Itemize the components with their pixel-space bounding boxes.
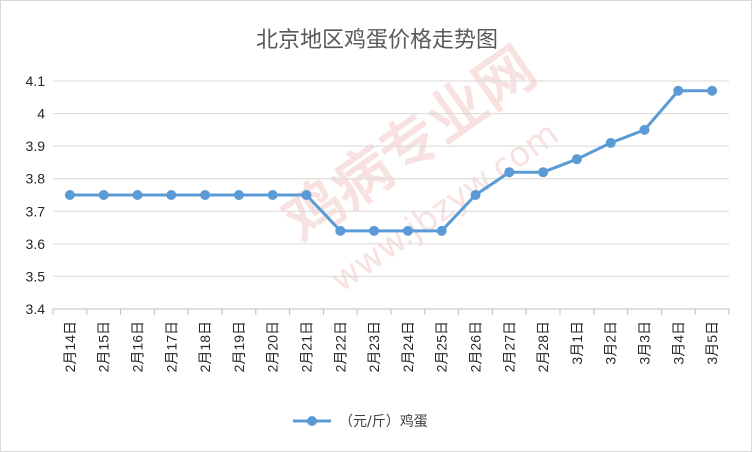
data-point [639,124,650,135]
x-tick-label: 3月1日 [569,321,585,365]
x-tick-label: 2月19日 [231,321,247,372]
x-tick-label: 2月16日 [130,321,146,372]
x-tick-label: 3月2日 [603,321,619,365]
data-point [335,225,346,236]
y-axis: 3.4 3.5 3.6 3.7 3.8 3.9 4 4.1 [26,73,46,317]
x-tick-label: 2月28日 [535,321,551,372]
y-tick-label: 3.5 [26,268,46,284]
gridlines [53,80,729,310]
data-point [707,85,718,96]
data-point [436,225,447,236]
data-point [301,190,312,200]
data-point [98,190,109,200]
y-tick-label: 4 [37,106,45,122]
x-axis: 2月14日 2月15日 2月16日 2月17日 2月18日 2月19日 2月20日 2月21日… [52,309,730,372]
legend-point-marker [307,416,317,426]
x-tick-label: 2月15日 [96,321,112,372]
data-point [369,225,380,236]
data-point [166,190,177,200]
chart-title: 北京地区鸡蛋价格走势图 [256,28,498,53]
x-tick-label: 2月24日 [400,321,416,372]
x-tick-label: 2月25日 [434,321,450,372]
y-tick-label: 3.6 [26,236,46,252]
data-point [571,154,582,165]
data-point [267,190,278,200]
x-tick-label: 2月17日 [163,321,179,372]
data-point [504,167,515,178]
x-tick-label: 2月22日 [332,321,348,372]
data-point [470,190,481,200]
data-point [233,190,244,200]
data-point [132,190,143,200]
data-point [402,225,413,236]
data-point [200,190,211,200]
x-tick-label: 2月14日 [62,321,78,372]
x-tick-label: 2月23日 [366,321,382,372]
legend: （元/斤）鸡蛋 [293,413,428,430]
y-tick-label: 3.9 [26,138,46,154]
data-point [605,137,616,148]
y-tick-label: 3.7 [26,203,46,219]
x-tick-label: 3月3日 [637,321,653,365]
data-point [64,190,75,200]
x-tick-label: 2月26日 [468,321,484,372]
data-point [538,167,549,178]
x-tick-label: 2月21日 [299,321,315,372]
x-tick-label: 2月20日 [265,321,281,372]
data-point [673,85,684,96]
series-line [69,89,713,233]
y-tick-label: 3.4 [26,301,46,317]
watermark: 鸡病专业网 www.jbzyw.com [271,34,566,301]
x-tick-label: 3月4日 [670,321,686,365]
legend-label: （元/斤）鸡蛋 [339,413,428,430]
x-tick-label: 2月27日 [501,321,517,372]
y-tick-label: 3.8 [26,171,46,187]
x-tick-label: 3月5日 [704,321,720,365]
y-tick-label: 4.1 [26,73,46,89]
x-tick-label: 2月18日 [197,321,213,372]
series-eggs [64,85,718,236]
